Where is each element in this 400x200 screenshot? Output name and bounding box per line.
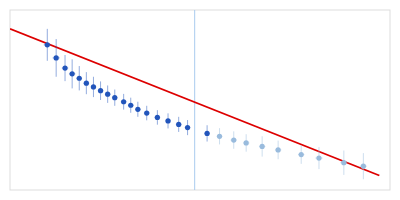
data-point <box>299 152 304 157</box>
data-point <box>176 122 181 127</box>
data-point <box>112 95 117 100</box>
data-point <box>84 81 89 86</box>
data-point <box>62 65 67 70</box>
data-point <box>135 107 140 112</box>
point-series <box>44 29 210 142</box>
data-point <box>276 147 281 152</box>
plot-area <box>10 10 379 190</box>
data-point <box>54 55 59 60</box>
point-series <box>217 128 367 179</box>
data-point <box>361 164 366 169</box>
data-point <box>98 88 103 93</box>
chart <box>0 0 400 200</box>
data-point <box>45 42 50 47</box>
reference-line <box>194 10 195 190</box>
data-point <box>231 137 236 142</box>
data-point <box>144 110 149 115</box>
data-point <box>341 160 346 165</box>
plot-frame <box>10 10 390 190</box>
data-point <box>205 131 210 136</box>
data-point <box>105 92 110 97</box>
data-point <box>260 144 265 149</box>
data-point <box>165 118 170 123</box>
data-point <box>244 140 249 145</box>
data-point <box>155 115 160 120</box>
fit-line <box>10 29 379 176</box>
data-point <box>91 84 96 89</box>
data-point <box>217 134 222 139</box>
data-point <box>185 125 190 130</box>
data-point <box>121 99 126 104</box>
data-point <box>70 71 75 76</box>
data-point <box>77 76 82 81</box>
data-point <box>316 155 321 160</box>
data-point <box>128 103 133 108</box>
